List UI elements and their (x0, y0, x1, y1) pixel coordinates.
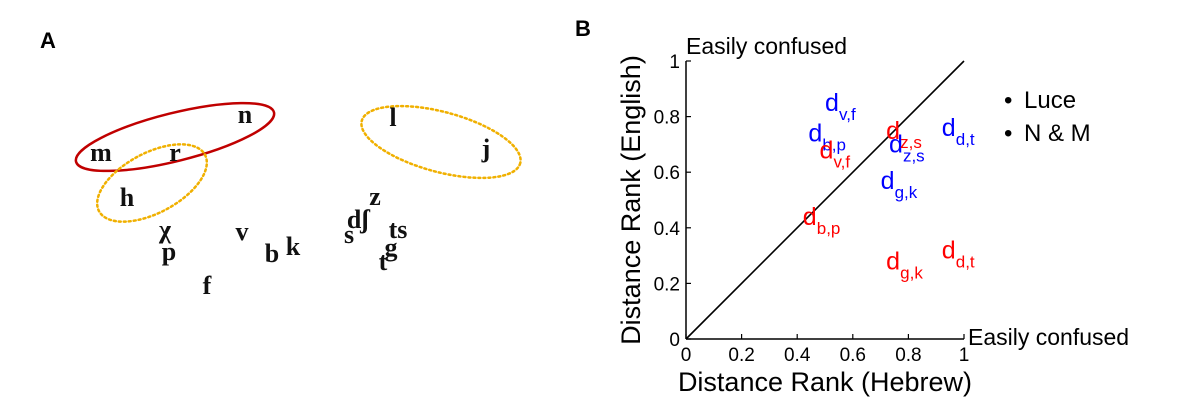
scatter-point: d v,f (825, 89, 856, 124)
panel-b-label: B (575, 16, 591, 41)
yellow-cluster-left (95, 143, 209, 223)
scatter-point: d g,k (886, 248, 923, 283)
phoneme-label: f (203, 271, 212, 300)
y-tick-label: 0.4 (654, 219, 681, 240)
red-cluster (74, 101, 276, 173)
x-ticks: 0 0.2 0.4 0.6 0.8 1 (681, 334, 970, 366)
phoneme-label: n (238, 100, 253, 129)
legend-entry: N & M (1024, 120, 1091, 147)
point-subscript: d,t (956, 252, 975, 271)
point-subscript: g,k (895, 183, 918, 202)
phoneme-label: l (389, 103, 396, 132)
x-tick-label: 0.4 (784, 345, 811, 366)
x-tick-label: 0 (681, 345, 692, 366)
y-tick-label: 0.8 (654, 108, 680, 129)
legend-entry: Luce (1024, 87, 1076, 114)
diagonal-reference-line (685, 60, 965, 340)
point-subscript: d,t (956, 130, 975, 149)
point-subscript: b,p (822, 136, 846, 155)
y-tick-label: 0 (669, 330, 680, 351)
phoneme-label: s (344, 220, 354, 249)
phoneme-label: r (169, 138, 181, 167)
annotation-top: Easily confused (686, 33, 847, 59)
point-label: d (889, 131, 903, 159)
point-label: d (942, 236, 956, 264)
y-tick-label: 0.2 (654, 274, 680, 295)
scatter-point: d v,f (819, 136, 850, 171)
scatter-point: d z,s (886, 117, 922, 152)
x-tick-label: 0.2 (728, 345, 754, 366)
phoneme-label: χ (158, 215, 172, 244)
legend-marker: • (1004, 87, 1012, 114)
point-label: d (808, 120, 822, 148)
point-label: d (886, 117, 900, 145)
phoneme-label: b (265, 239, 279, 268)
scatter-point: d z,s (889, 131, 925, 166)
point-subscript: z,s (903, 147, 925, 166)
phoneme-label: k (286, 232, 301, 261)
legend-marker: • (1004, 120, 1012, 147)
x-tick-label: 0.8 (895, 345, 921, 366)
phoneme-group: n m r h l j zdʃ ts s gt χp vb k f (90, 100, 490, 300)
scatter-point: d g,k (881, 167, 918, 202)
point-subscript: b,p (817, 219, 841, 238)
legend: • Luce • N & M (1004, 87, 1091, 147)
scatter-point: d d,t (942, 236, 975, 271)
phoneme-label: dʃ (347, 205, 370, 234)
scatter-point: d b,p (808, 120, 846, 155)
yellow-cluster-right (360, 104, 522, 180)
panel-a-label: A (40, 28, 56, 53)
y-axis-label: Distance Rank (English) (616, 55, 646, 345)
phoneme-label: z (369, 182, 381, 211)
phoneme-label: j (481, 134, 491, 163)
point-label: d (942, 114, 956, 142)
cluster-group (74, 101, 522, 223)
point-subscript: v,f (833, 152, 850, 171)
annotation-right: Easily confused (968, 324, 1129, 350)
point-subscript: v,f (839, 105, 856, 124)
point-label: d (819, 136, 833, 164)
phoneme-label: p (162, 237, 176, 266)
point-label: d (825, 89, 839, 117)
phoneme-label: ts (389, 215, 408, 244)
phoneme-label: t (379, 247, 388, 276)
point-subscript: g,k (900, 264, 923, 283)
y-ticks: 0 0.2 0.4 0.6 0.8 1 (654, 52, 691, 351)
phoneme-label: g (385, 233, 398, 262)
scatter-point: d b,p (803, 203, 841, 238)
point-subscript: z,s (900, 133, 922, 152)
point-label: d (803, 203, 817, 231)
x-axis-label: Distance Rank (Hebrew) (678, 367, 972, 397)
phoneme-label: h (120, 183, 135, 212)
phoneme-label: v (236, 217, 249, 246)
panel-a: A n m r h l j zdʃ ts s gt χp vb k f (40, 28, 522, 300)
point-label: d (881, 167, 895, 195)
point-label: d (886, 248, 900, 276)
scatter-chart: 0 0.2 0.4 0.6 0.8 1 00.20.40.60.81 d v,fd b,p d z… (616, 33, 1129, 397)
x-tick-label: 0.6 (840, 345, 866, 366)
y-tick-label: 0.6 (654, 163, 680, 184)
y-tick-label: 1 (669, 52, 680, 73)
panel-b: B 0 0.2 0.4 0.6 0.8 1 00.20.40.60.81 d v,fd b,p… (575, 16, 1129, 397)
x-tick-label: 1 (959, 345, 970, 366)
data-points: d v,fd b,p d z,sd d,td g,kd z,sd v,fd b,pd g,kd d,t (803, 89, 975, 282)
scatter-point: d d,t (942, 114, 975, 149)
phoneme-label: m (90, 138, 112, 167)
